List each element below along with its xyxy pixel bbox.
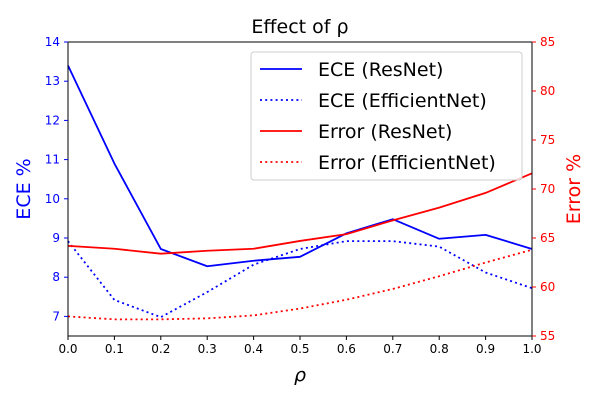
y-axis-right: 55 60 65 70 75 80 85: [532, 35, 555, 343]
y-left-tick-label: 14: [45, 35, 60, 49]
legend-label: ECE (ResNet): [318, 59, 443, 81]
legend-box: [250, 51, 523, 181]
x-tick-label: 0.4: [244, 342, 263, 356]
x-tick-label: 0.2: [151, 342, 170, 356]
plot-lines: [67, 65, 533, 321]
y-left-tick-label: 13: [45, 74, 60, 88]
y-axis-right-label: Error %: [563, 154, 585, 224]
y-left-tick-label: 10: [45, 192, 60, 206]
x-tick-label: 0.9: [476, 342, 495, 356]
x-tick-label: 0.7: [383, 342, 402, 356]
y-right-tick-label: 65: [540, 231, 555, 245]
series-line-error-efficientnet: [67, 248, 533, 321]
y-right-tick-label: 60: [540, 280, 555, 294]
legend-label: ECE (EfficientNet): [318, 90, 487, 112]
x-tick-label: 0.5: [290, 342, 309, 356]
legend: ECE (ResNet) ECE (EfficientNet) Error (Res…: [250, 51, 523, 181]
y-axis-left: 7 8 9 10 11 12 13 14: [45, 35, 68, 323]
x-tick-label: 1.0: [522, 342, 541, 356]
legend-label: Error (ResNet): [318, 121, 452, 143]
series-line-error-resnet: [67, 172, 533, 255]
y-right-tick-label: 85: [540, 35, 555, 49]
x-tick-label: 0.8: [430, 342, 449, 356]
series-line-ece-efficientnet: [67, 240, 533, 319]
x-axis-label: ρ: [294, 364, 306, 386]
y-left-tick-label: 9: [52, 231, 60, 245]
chart-title: Effect of ρ: [251, 16, 348, 38]
legend-label: Error (EfficientNet): [318, 152, 496, 174]
y-right-tick-label: 80: [540, 84, 555, 98]
y-right-tick-label: 55: [540, 329, 555, 343]
x-tick-label: 0.3: [198, 342, 217, 356]
x-tick-label: 0.0: [58, 342, 77, 356]
x-axis: 0.0 0.1 0.2 0.3 0.4 0.5 0.6 0.7 0.8 0.9 1.0: [58, 336, 542, 356]
y-axis-left-label: ECE %: [13, 158, 35, 219]
series-line-ece-resnet: [67, 65, 533, 268]
y-left-tick-label: 7: [52, 309, 60, 323]
y-left-tick-label: 11: [45, 153, 60, 167]
y-left-tick-label: 8: [52, 270, 60, 284]
x-tick-label: 0.6: [337, 342, 356, 356]
x-tick-label: 0.1: [105, 342, 124, 356]
y-right-tick-label: 70: [540, 182, 555, 196]
y-right-tick-label: 75: [540, 133, 555, 147]
y-left-tick-label: 12: [45, 113, 60, 127]
